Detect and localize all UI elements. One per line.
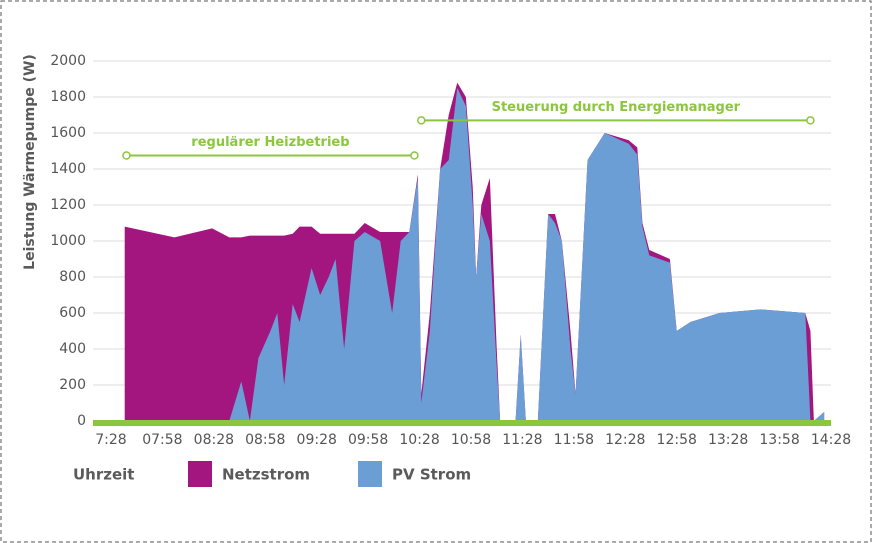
legend-swatch (188, 461, 212, 487)
x-tick-label: 13:28 (708, 432, 748, 448)
annotation-end (806, 116, 815, 125)
x-tick-label: 10:28 (399, 432, 439, 448)
y-tick-label: 800 (59, 269, 86, 285)
annotation-label: regulärer Heizbetrieb (191, 135, 349, 150)
legend-label: Netzstrom (222, 466, 310, 484)
x-tick-label: 11:58 (554, 432, 594, 448)
y-tick-label: 1800 (50, 89, 86, 105)
y-tick-label: 400 (59, 341, 86, 357)
y-tick-label: 1600 (50, 125, 86, 141)
y-tick-label: 2000 (50, 53, 86, 69)
annotation-end (122, 151, 131, 160)
x-tick-label: 10:58 (451, 432, 491, 448)
x-tick-label: 12:28 (605, 432, 645, 448)
x-tick-label: 09:28 (297, 432, 337, 448)
legend-swatch (358, 461, 382, 487)
x-tick-label: 11:28 (502, 432, 542, 448)
annotation-label: Steuerung durch Energiemanager (492, 100, 741, 115)
x-axis-label: Uhrzeit (73, 466, 134, 484)
y-tick-label: 1000 (50, 233, 86, 249)
y-tick-label: 1400 (50, 161, 86, 177)
x-tick-label: 7:28 (95, 432, 126, 448)
x-tick-label: 09:58 (348, 432, 388, 448)
x-tick-label: 08:28 (194, 432, 234, 448)
annotation-end (417, 116, 426, 125)
y-tick-label: 0 (77, 413, 86, 429)
x-tick-label: 12:58 (657, 432, 697, 448)
x-tick-label: 08:58 (245, 432, 285, 448)
x-tick-label: 07:58 (142, 432, 182, 448)
y-axis-label: Leistung Wärmepumpe (W) (22, 54, 38, 270)
x-tick-label: 13:58 (759, 432, 799, 448)
y-tick-label: 200 (59, 377, 86, 393)
annotation-end (410, 151, 419, 160)
area (124, 88, 825, 421)
y-tick-label: 1200 (50, 197, 86, 213)
y-tick-label: 600 (59, 305, 86, 321)
x-tick-label: 14:28 (811, 432, 851, 448)
legend-label: PV Strom (392, 466, 471, 484)
